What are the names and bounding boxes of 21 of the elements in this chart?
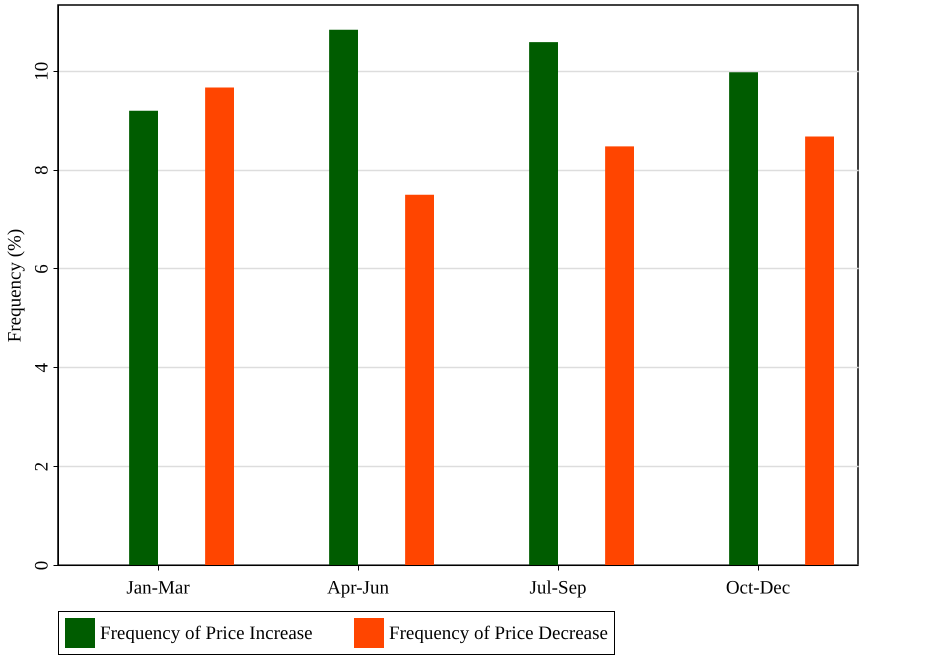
- bar: [329, 30, 358, 565]
- x-tick-label: Jan-Mar: [126, 578, 190, 598]
- y-tick-label: 8: [32, 165, 52, 175]
- x-tick-label: Jul-Sep: [530, 578, 586, 598]
- bar: [729, 72, 758, 565]
- bar: [805, 136, 834, 565]
- bar: [405, 194, 434, 565]
- bar: [605, 146, 634, 565]
- y-tick-label: 6: [32, 264, 52, 274]
- x-tick-label: Oct-Dec: [726, 578, 790, 598]
- y-tick-label: 10: [32, 62, 52, 81]
- legend-label: Frequency of Price Decrease: [389, 623, 608, 644]
- bar: [529, 42, 558, 565]
- y-tick-label: 2: [32, 462, 52, 472]
- bar: [205, 88, 234, 565]
- y-axis-title: Frequency (%): [4, 228, 26, 342]
- bar: [129, 110, 158, 565]
- x-tick-label: Apr-Jun: [327, 578, 390, 598]
- y-tick-label: 0: [32, 560, 52, 570]
- legend-label: Frequency of Price Increase: [100, 623, 313, 644]
- y-tick-label: 4: [32, 362, 52, 373]
